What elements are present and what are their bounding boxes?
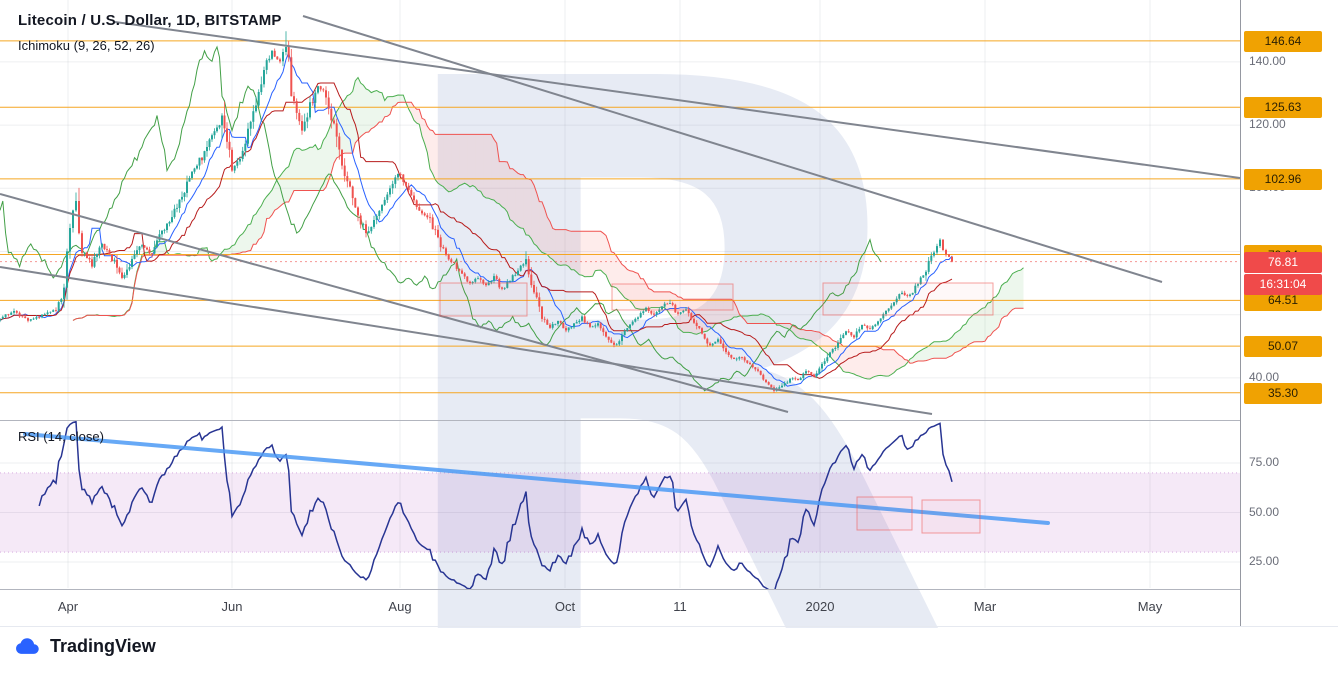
tradingview-logo[interactable]: TradingView <box>14 636 156 657</box>
chart-legend: Litecoin / U.S. Dollar, 1D, BITSTAMP Ich… <box>18 12 282 53</box>
alert-level-badge[interactable]: 35.30 <box>1244 382 1322 404</box>
symbol-title[interactable]: Litecoin / U.S. Dollar, 1D, BITSTAMP <box>18 12 282 29</box>
candlestick-series[interactable] <box>0 31 953 393</box>
countdown-badge: 16:31:04 <box>1244 273 1322 295</box>
time-axis[interactable]: Apr Jun Aug Oct 11 2020 Mar May <box>0 590 1240 626</box>
rsi-indicator-label[interactable]: RSI (14, close) <box>18 429 104 444</box>
alert-level-lines[interactable] <box>0 40 1240 394</box>
ichimoku-conversion <box>0 51 953 387</box>
drawing-boxes[interactable] <box>439 282 994 317</box>
time-axis-label: Oct <box>554 599 576 614</box>
time-axis-label: May <box>1137 599 1163 614</box>
price-axis[interactable]: 140.00120.00100.0040.0075.0050.0025.0014… <box>1240 0 1338 626</box>
alert-level-badge[interactable]: 102.96 <box>1244 168 1322 190</box>
ichimoku-lead-a <box>72 76 1024 380</box>
ichimoku-base <box>0 82 953 379</box>
price-grid-label: 120.00 <box>1249 117 1286 132</box>
time-axis-label: Mar <box>973 599 997 614</box>
time-axis-label: Apr <box>57 599 79 614</box>
grid <box>0 0 1240 588</box>
rsi-line[interactable] <box>38 421 953 593</box>
time-axis-label: 2020 <box>805 599 835 614</box>
rsi-grid-label: 75.00 <box>1249 455 1280 469</box>
logo-text: TradingView <box>50 636 156 656</box>
alert-level-badge[interactable]: 125.63 <box>1244 97 1322 119</box>
price-grid-label: 40.00 <box>1249 369 1280 384</box>
alert-level-badge[interactable]: 50.07 <box>1244 336 1322 358</box>
trend-lines[interactable] <box>0 15 1240 415</box>
rsi-trendline[interactable] <box>23 432 1050 525</box>
rsi-drawing-boxes[interactable] <box>856 496 981 534</box>
price-grid-label: 140.00 <box>1249 53 1286 68</box>
time-axis-label: Aug <box>388 599 412 614</box>
rsi-grid-label: 50.00 <box>1249 504 1280 519</box>
time-axis-label: 11 <box>673 599 687 614</box>
rsi-grid-label: 25.00 <box>1249 554 1280 568</box>
ichimoku-lagging <box>0 45 882 392</box>
chart-bottom-border <box>0 626 1338 627</box>
chart-canvas[interactable]: R <box>0 0 1240 630</box>
time-axis-separator <box>0 589 1338 590</box>
current-price-badge[interactable]: 76.81 <box>1244 251 1322 273</box>
cloud-icon <box>16 638 39 654</box>
alert-level-badge[interactable]: 146.64 <box>1244 30 1322 52</box>
alert-level-badge[interactable]: 64.51 <box>1244 290 1322 312</box>
pane-separator[interactable] <box>0 420 1338 421</box>
time-axis-label: Jun <box>221 599 243 614</box>
ichimoku-cloud <box>73 77 1024 379</box>
indicator-title[interactable]: Ichimoku (9, 26, 52, 26) <box>18 38 155 53</box>
